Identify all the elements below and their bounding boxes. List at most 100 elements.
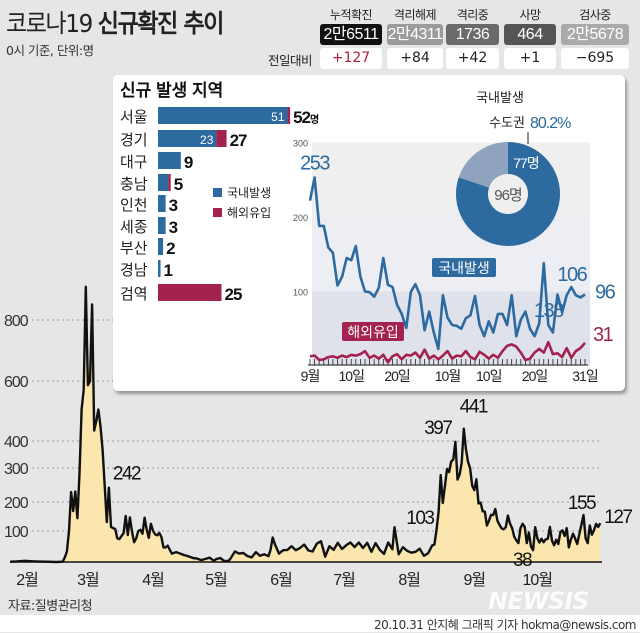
- region-name: 부산: [120, 240, 148, 257]
- bar-total-label: 3: [169, 196, 178, 215]
- domestic-line: [308, 176, 586, 351]
- stat-change: +127: [320, 48, 382, 69]
- credit-bar: 20.10.31 안지혜 그래픽 기자 hokma@newsis.com: [0, 615, 640, 632]
- donut-total-label: 96명: [494, 187, 522, 204]
- x-tick-label: 8월: [398, 571, 420, 589]
- stat-change: +84: [387, 48, 443, 69]
- inset-x-tick-label: 20일: [522, 368, 548, 384]
- inset-x-tick-label: 10일: [339, 368, 365, 384]
- inset-y-tick: 200: [293, 213, 308, 223]
- stat-value: 2만6511: [320, 24, 382, 45]
- bar-inner-label: 23: [200, 133, 214, 147]
- bar-domestic: [158, 107, 288, 124]
- bar-total-label: 9: [184, 153, 193, 172]
- region-name: 검역: [120, 286, 148, 303]
- bar-domestic: [158, 152, 181, 169]
- legend-swatch-domestic: [213, 188, 222, 197]
- inset-data-label: 138: [534, 300, 564, 322]
- badge-domestic: [432, 258, 496, 277]
- data-label: 441: [460, 397, 488, 418]
- data-label: 127: [604, 507, 632, 528]
- subtitle: 0시 기준, 단위:명: [6, 43, 94, 58]
- y-tick-label: 600: [4, 374, 29, 391]
- inset-data-label: 253: [300, 153, 330, 175]
- page-title: 코로나19 신규확진 추이: [6, 4, 225, 40]
- cases-line: [10, 285, 602, 564]
- y-tick-label: 200: [4, 495, 29, 512]
- credit-text: 20.10.31 안지혜 그래픽 기자 hokma@newsis.com: [373, 618, 637, 632]
- region-name: 서울: [120, 109, 148, 126]
- inset-y-tick: 100: [293, 288, 308, 298]
- bar-overseas: [158, 284, 222, 301]
- x-tick-label: 3월: [77, 571, 99, 589]
- donut-segment-capital: [456, 142, 561, 246]
- inset-data-label: 31: [593, 324, 614, 346]
- stat-label: 검사중: [579, 8, 611, 22]
- stat-label: 누적확진: [329, 8, 373, 22]
- legend-domestic: 국내발생: [227, 186, 271, 200]
- x-tick-label: 9월: [463, 571, 485, 589]
- badge-domestic-label: 국내발생: [438, 260, 490, 276]
- stat-value: 464: [504, 24, 556, 45]
- y-tick-label: 800: [4, 313, 29, 330]
- region-name: 대구: [120, 154, 148, 171]
- data-label: 103: [406, 508, 434, 529]
- donut-title: 국내발생: [476, 90, 524, 105]
- bar-total-label: 5: [174, 175, 183, 194]
- stat-value: 1736: [446, 24, 499, 45]
- bar-inner-label: 51: [271, 110, 285, 124]
- title-plain: 코로나19: [6, 9, 98, 38]
- compare-label: 전일대비: [268, 53, 313, 68]
- bar-domestic: [158, 260, 161, 277]
- badge-overseas-label: 해외유입: [347, 324, 399, 340]
- stat-label: 격리중: [456, 8, 489, 22]
- bar-total-label: 2: [166, 239, 175, 258]
- inset-x-tick-label: 31일: [572, 368, 598, 384]
- inset-x-tick-label: 10월: [435, 368, 461, 384]
- stat-value: 2만5678: [561, 24, 629, 45]
- stat-value: 2만4311: [387, 24, 443, 45]
- overseas-line: [309, 340, 586, 364]
- stat-change: +42: [446, 48, 499, 69]
- stat-change: −695: [561, 48, 629, 69]
- bar-total-label: 25: [225, 285, 242, 304]
- x-tick-label: 10월: [523, 571, 553, 589]
- region-name: 충남: [120, 176, 148, 193]
- donut-share: 80.2%: [530, 115, 571, 132]
- data-label: 38: [513, 550, 532, 571]
- region-name: 인천: [120, 197, 148, 214]
- stat-label: 사망: [519, 8, 541, 22]
- newsis-watermark: NEWSIS: [488, 587, 589, 615]
- inset-x-tick-label: 20일: [384, 368, 410, 384]
- region-name: 경기: [120, 132, 148, 149]
- x-tick-label: 5월: [205, 571, 227, 589]
- stat-label: 격리해제: [393, 8, 437, 22]
- x-tick-label: 7월: [333, 571, 355, 589]
- y-tick-label: 400: [4, 434, 29, 451]
- inset-y-tick: 300: [293, 139, 308, 149]
- y-tick-label: 300: [4, 461, 29, 478]
- title-bold: 신규확진 추이: [97, 9, 225, 38]
- unit-label: 명: [310, 113, 319, 126]
- legend-overseas: 해외유입: [227, 206, 271, 220]
- inset-x-tick-label: 9월: [301, 368, 320, 384]
- inset-data-label: 96: [595, 281, 616, 303]
- data-label: 397: [424, 418, 452, 439]
- bar-total-label: 1: [164, 261, 173, 280]
- bar-overseas: [168, 174, 171, 191]
- data-label: 242: [113, 464, 141, 485]
- area-fill: [10, 286, 601, 562]
- inset-x-tick-label: 10일: [476, 368, 502, 384]
- bar-total-label: 3: [169, 218, 178, 237]
- badge-overseas: [342, 322, 404, 341]
- donut-subtitle: 수도권: [489, 115, 525, 130]
- bar-overseas: [287, 107, 291, 124]
- x-tick-label: 6월: [270, 571, 292, 589]
- region-name: 세종: [120, 219, 148, 236]
- bar-domestic: [158, 238, 164, 255]
- region-name: 경남: [120, 262, 148, 279]
- x-tick-label: 4월: [142, 571, 164, 589]
- legend-swatch-overseas: [213, 208, 222, 217]
